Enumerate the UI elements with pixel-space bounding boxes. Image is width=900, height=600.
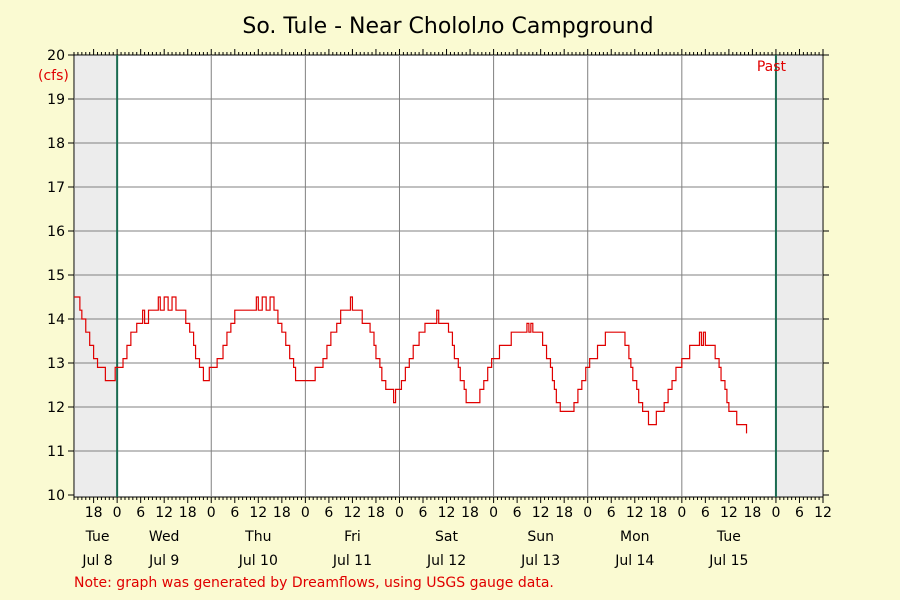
x-date-label: Jul 12 [426, 553, 466, 569]
plot-area [73, 54, 824, 498]
x-hour-label: 12 [720, 505, 738, 521]
x-hour-label: 12 [438, 505, 456, 521]
x-hour-label: 12 [532, 505, 550, 521]
x-date-label: Jul 15 [708, 553, 748, 569]
x-hour-label: 12 [155, 505, 173, 521]
x-hour-label: 18 [555, 505, 573, 521]
x-hour-label: 18 [85, 505, 103, 521]
y-tick-label: 10 [47, 488, 65, 504]
y-tick-label: 12 [47, 400, 65, 416]
x-hour-label: 6 [324, 505, 333, 521]
x-day-label: Sat [435, 529, 458, 545]
y-tick-label: 11 [47, 444, 65, 460]
x-day-label: Mon [620, 529, 650, 545]
x-day-label: Wed [149, 529, 180, 545]
x-hour-label: 0 [489, 505, 498, 521]
x-hour-label: 6 [419, 505, 428, 521]
flow-series-line [74, 296, 748, 434]
x-hour-label: 12 [249, 505, 267, 521]
x-hour-label: 0 [677, 505, 686, 521]
x-hour-label: 18 [461, 505, 479, 521]
x-hour-label: 6 [701, 505, 710, 521]
x-day-label: Tue [85, 529, 110, 545]
x-hour-label: 18 [743, 505, 761, 521]
x-day-label: Fri [344, 529, 361, 545]
x-hour-label: 12 [344, 505, 362, 521]
y-tick-label: 19 [47, 92, 65, 108]
x-hour-label: 0 [207, 505, 216, 521]
x-hour-label: 12 [626, 505, 644, 521]
x-hour-label: 0 [301, 505, 310, 521]
x-hour-label: 6 [230, 505, 239, 521]
x-hour-label: 6 [795, 505, 804, 521]
x-hour-label: 6 [136, 505, 145, 521]
x-date-label: Jul 8 [81, 553, 112, 569]
x-date-label: Jul 11 [332, 553, 372, 569]
y-tick-label: 20 [47, 48, 65, 64]
x-date-label: Jul 9 [148, 553, 179, 569]
y-tick-label: 18 [47, 136, 65, 152]
x-hour-label: 0 [113, 505, 122, 521]
y-tick-label: 15 [47, 268, 65, 284]
x-date-label: Jul 10 [238, 553, 278, 569]
x-hour-label: 0 [583, 505, 592, 521]
x-day-label: Sun [527, 529, 554, 545]
shaded-region-start [75, 56, 118, 496]
y-tick-label: 16 [47, 224, 65, 240]
x-hour-label: 18 [649, 505, 667, 521]
shaded-region-end [775, 56, 822, 496]
y-tick-label: 13 [47, 356, 65, 372]
x-day-label: Thu [244, 529, 271, 545]
chart-title: So. Tule - Near Chololло Campground [242, 14, 653, 39]
y-axis-unit-label: (cfs) [38, 68, 69, 84]
past-label: Past [757, 59, 787, 75]
x-date-label: Jul 13 [520, 553, 560, 569]
x-day-label: Tue [716, 529, 741, 545]
x-hour-label: 18 [273, 505, 291, 521]
y-tick-label: 17 [47, 180, 65, 196]
chart-note: Note: graph was generated by Dreamflows,… [74, 575, 554, 591]
x-hour-label: 12 [814, 505, 832, 521]
x-hour-label: 0 [771, 505, 780, 521]
x-hour-label: 6 [607, 505, 616, 521]
x-date-label: Jul 14 [614, 553, 654, 569]
x-hour-label: 18 [179, 505, 197, 521]
x-hour-label: 18 [367, 505, 385, 521]
y-tick-label: 14 [47, 312, 65, 328]
x-hour-label: 6 [513, 505, 522, 521]
x-hour-label: 0 [395, 505, 404, 521]
